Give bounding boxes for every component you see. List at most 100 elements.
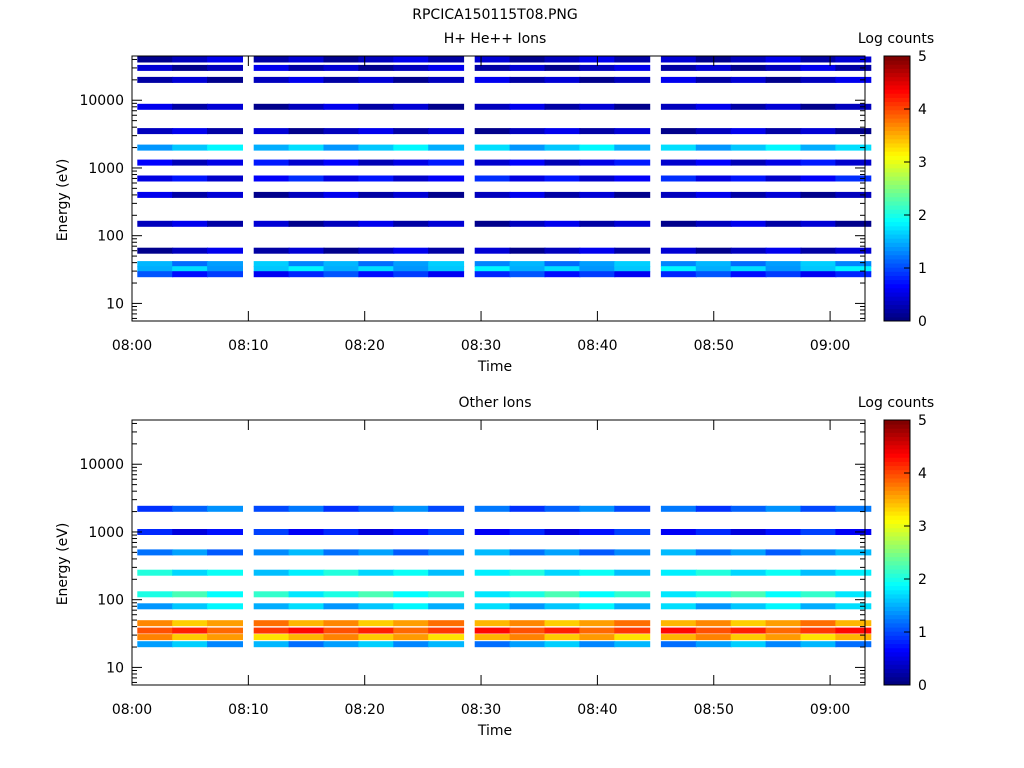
colorbar-swatch [884, 167, 910, 173]
heatmap-cell [137, 261, 174, 268]
heatmap-cell [393, 634, 430, 641]
heatmap-cell [660, 220, 697, 227]
heatmap-cell [614, 505, 651, 512]
heatmap-cell [207, 159, 243, 166]
colorbar-swatch [884, 448, 910, 454]
heatmap-cell [509, 591, 546, 598]
heatmap-cell [323, 103, 360, 110]
heatmap-cell [393, 64, 430, 71]
heatmap-cell [393, 191, 430, 198]
heatmap-cell [695, 603, 732, 610]
heatmap-cell [835, 220, 872, 227]
heatmap-cell [137, 529, 174, 535]
heatmap-cell [835, 56, 872, 63]
heatmap-cell [288, 266, 325, 273]
colorbar-swatch [884, 217, 910, 223]
colorbar-swatch [884, 436, 910, 442]
heatmap-cell [730, 569, 767, 576]
x-tick-label: 08:20 [345, 702, 385, 718]
heatmap-cell [835, 103, 872, 110]
heatmap-cell [323, 144, 360, 151]
y-tick-label: 100 [97, 229, 124, 245]
heatmap-cell [358, 603, 395, 610]
heatmap-cell [172, 261, 209, 268]
heatmap-cell [660, 603, 697, 610]
heatmap-cell [614, 591, 651, 598]
colorbar-tick-label: 5 [918, 413, 927, 429]
heatmap-cell [544, 64, 581, 71]
heatmap-cell [544, 505, 581, 512]
heatmap-cell [428, 271, 465, 278]
heatmap-cell [288, 505, 325, 512]
heatmap-cell [579, 505, 616, 512]
x-tick-label: 08:20 [345, 338, 385, 354]
heatmap-cell [579, 220, 616, 227]
x-tick-label: 08:30 [461, 338, 501, 354]
heatmap-cell [137, 549, 174, 556]
colorbar-swatch [884, 188, 910, 194]
heatmap-cell [835, 627, 872, 634]
heatmap-cell [288, 76, 325, 83]
y-tick-label: 1000 [88, 525, 124, 541]
colorbar-swatch [884, 593, 910, 599]
colorbar-tick-label: 4 [918, 466, 927, 482]
heatmap-cell [393, 569, 430, 576]
heatmap-cell [695, 159, 732, 166]
heatmap-cell [730, 128, 767, 135]
heatmap-cell [614, 64, 651, 71]
heatmap-cell [614, 159, 651, 166]
heatmap-cell [253, 103, 290, 110]
heatmap-cell [172, 247, 209, 254]
heatmap-cell [253, 529, 290, 535]
colorbar-title: Log counts [858, 31, 934, 47]
heatmap-cell [207, 247, 243, 254]
heatmap-cell [172, 505, 209, 512]
colorbar-swatch [884, 192, 910, 198]
heatmap-cell [323, 603, 360, 610]
heatmap-cell [474, 261, 511, 268]
heatmap-cell [172, 76, 209, 83]
heatmap-cell [765, 603, 802, 610]
colorbar-swatch [884, 589, 910, 595]
colorbar-swatch [884, 304, 910, 310]
heatmap-cell [800, 103, 837, 110]
colorbar-swatch [884, 163, 910, 169]
heatmap-cell [614, 569, 651, 576]
heatmap-cell [358, 191, 395, 198]
heatmap-cell [614, 271, 651, 278]
heatmap-cell [253, 144, 290, 151]
heatmap-cell [835, 191, 872, 198]
heatmap-cell [835, 261, 872, 268]
heatmap-cell [765, 266, 802, 273]
heatmap-cell [137, 64, 174, 71]
colorbar-swatch [884, 287, 910, 293]
colorbar-swatch [884, 424, 910, 429]
heatmap-cell [800, 144, 837, 151]
heatmap-cell [800, 261, 837, 268]
heatmap-cell [323, 641, 360, 648]
heatmap-cell [428, 266, 465, 273]
heatmap-cell [579, 603, 616, 610]
colorbar-title: Log counts [858, 395, 934, 411]
heatmap-cell [800, 641, 837, 648]
heatmap-cell [835, 505, 872, 512]
heatmap-cell [137, 569, 174, 576]
heatmap-cell [474, 64, 511, 71]
heatmap-cell [579, 159, 616, 166]
heatmap-cell [579, 76, 616, 83]
x-axis-label: Time [477, 723, 512, 739]
heatmap-cell [358, 76, 395, 83]
heatmap-cell [835, 266, 872, 273]
heatmap-cell [579, 175, 616, 182]
heatmap-cell [695, 627, 732, 634]
heatmap-cell [428, 128, 465, 135]
heatmap-cell [579, 620, 616, 627]
colorbar-swatch [884, 151, 910, 156]
heatmap-cell [800, 266, 837, 273]
x-axis-label: Time [477, 359, 512, 375]
heatmap-cell [137, 103, 174, 110]
heatmap-cell [730, 220, 767, 227]
colorbar-swatch [884, 155, 910, 161]
colorbar-swatch [884, 109, 910, 115]
